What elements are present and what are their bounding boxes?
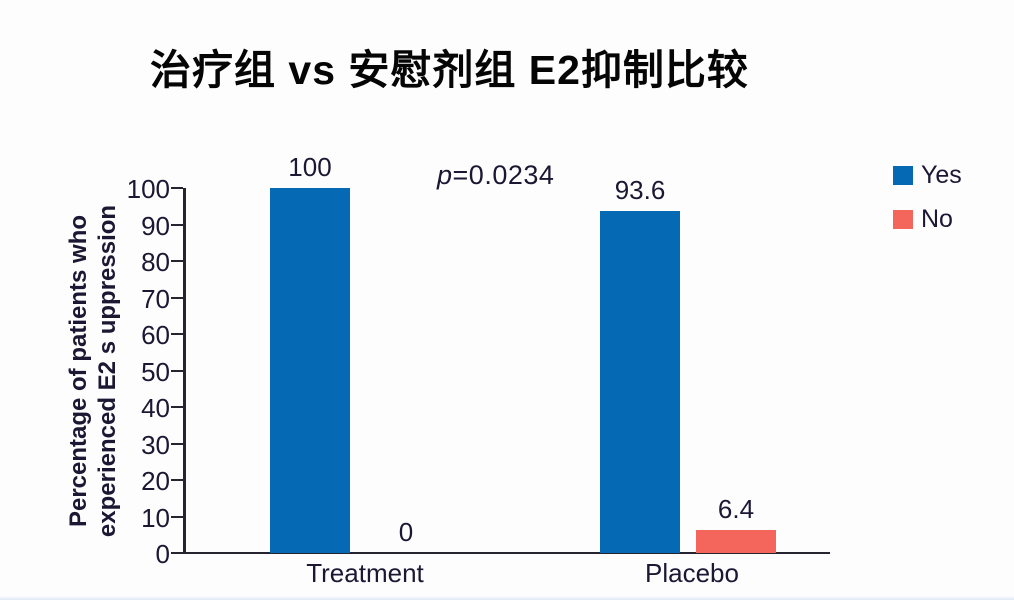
y-tick-mark — [171, 333, 183, 335]
y-tick-mark — [171, 406, 183, 408]
legend-no-label: No — [921, 205, 953, 233]
y-tick-label: 20 — [141, 466, 170, 496]
y-tick-mark — [171, 260, 183, 262]
y-tick-label: 30 — [141, 429, 170, 460]
y-tick-label: 70 — [141, 283, 170, 314]
p-value-annotation: p=0.0234 — [437, 160, 554, 191]
p-value-text: =0.0234 — [452, 160, 555, 190]
y-tick-mark — [171, 479, 183, 481]
legend-item-yes: Yes — [893, 161, 962, 190]
y-tick-mark — [171, 223, 183, 226]
y-tick-label: 0 — [155, 539, 170, 569]
bar-value-label: 93.6 — [614, 175, 666, 206]
y-tick-label: 90 — [141, 210, 170, 241]
chart-title: 治疗组 vs 安慰剂组 E2抑制比较 — [150, 47, 749, 93]
x-axis-line — [183, 551, 830, 554]
legend-no-swatch — [893, 210, 913, 229]
y-tick-label: 80 — [141, 247, 170, 277]
bar-yes-treatment — [270, 188, 350, 553]
y-tick-label: 50 — [141, 356, 170, 387]
y-tick-mark — [171, 515, 183, 518]
legend-item-no: No — [893, 205, 962, 234]
bar-no-placebo — [696, 529, 776, 553]
y-tick-mark — [171, 187, 183, 189]
x-category-label: Placebo — [645, 558, 739, 588]
bar-yes-placebo — [600, 211, 680, 553]
y-tick-mark — [171, 442, 183, 445]
bar-value-label: 6.4 — [717, 493, 755, 524]
y-tick-mark — [171, 369, 183, 372]
y-tick-label: 10 — [141, 502, 170, 533]
legend-yes-swatch — [893, 166, 913, 185]
p-symbol: p — [437, 160, 453, 190]
y-tick-label: 40 — [141, 393, 170, 423]
y-tick-mark — [171, 552, 183, 554]
y-axis-line — [183, 188, 186, 553]
bar-value-label: 0 — [398, 517, 414, 547]
y-tick-label: 100 — [126, 174, 170, 204]
legend: Yes No — [893, 161, 962, 234]
y-tick-mark — [171, 296, 183, 299]
legend-yes-label: Yes — [921, 161, 962, 189]
bar-value-label: 100 — [288, 152, 332, 182]
bottom-border — [0, 596, 1014, 600]
y-tick-label: 60 — [141, 320, 170, 350]
x-category-label: Treatment — [306, 558, 424, 588]
